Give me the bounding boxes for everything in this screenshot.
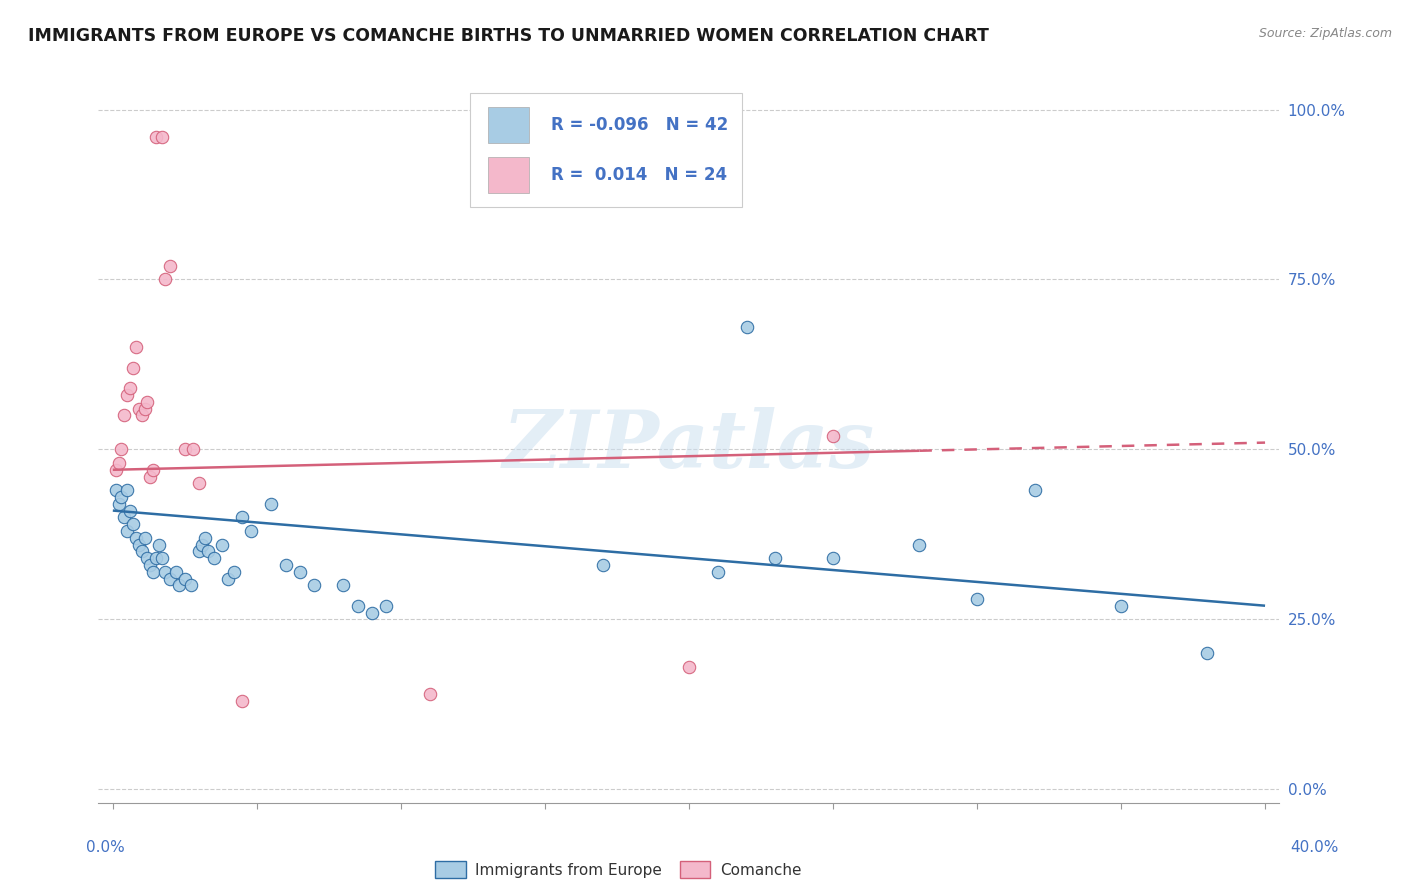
Text: Source: ZipAtlas.com: Source: ZipAtlas.com (1258, 27, 1392, 40)
Point (128, 401, 150, 416)
Text: 40.0%: 40.0% (1291, 840, 1339, 855)
Point (131, 544, 153, 558)
Point (131, 409, 153, 423)
Point (222, 565, 245, 579)
Point (260, 497, 283, 511)
Point (1109, 599, 1132, 613)
Point (125, 531, 148, 545)
Point (145, 129, 167, 144)
Point (112, 409, 135, 423)
Point (145, 551, 167, 566)
Bar (488, 107, 530, 143)
Point (678, 660, 700, 674)
Point (706, 565, 728, 579)
Point (180, 578, 202, 592)
Point (104, 483, 127, 498)
Text: 0.0%: 0.0% (86, 840, 125, 855)
Point (115, 483, 138, 498)
Point (120, 503, 142, 517)
Point (159, 259, 181, 273)
Point (194, 531, 217, 545)
Point (107, 456, 129, 470)
Point (139, 469, 162, 483)
Text: ZIPatlas: ZIPatlas (503, 408, 875, 484)
Point (128, 537, 150, 551)
Y-axis label: Births to Unmarried Women: Births to Unmarried Women (0, 350, 7, 542)
Point (134, 401, 156, 416)
Point (908, 537, 931, 551)
Point (167, 578, 190, 592)
Point (197, 544, 219, 558)
Point (288, 565, 311, 579)
Point (231, 510, 253, 524)
Point (304, 578, 326, 592)
Text: R = -0.096   N = 42: R = -0.096 N = 42 (551, 116, 728, 134)
Point (122, 517, 145, 532)
Point (110, 490, 132, 504)
Point (150, 551, 173, 566)
Point (274, 558, 297, 572)
Point (125, 341, 148, 355)
Point (375, 599, 398, 613)
Point (107, 497, 129, 511)
Point (592, 558, 614, 572)
Point (332, 578, 354, 592)
Point (763, 551, 786, 566)
Point (346, 599, 368, 613)
Point (153, 272, 176, 286)
Point (122, 360, 145, 375)
Point (150, 129, 173, 144)
Point (120, 381, 142, 395)
Point (142, 463, 165, 477)
Point (1197, 646, 1219, 660)
Point (735, 320, 758, 334)
Point (821, 551, 844, 566)
Point (419, 687, 441, 701)
Point (173, 572, 195, 586)
Bar (488, 157, 530, 193)
Bar (471, 93, 742, 207)
Point (211, 537, 233, 551)
Point (966, 591, 988, 606)
Point (183, 442, 205, 457)
Point (217, 572, 239, 586)
Point (134, 531, 156, 545)
Point (361, 606, 384, 620)
Point (142, 565, 165, 579)
Text: R =  0.014   N = 24: R = 0.014 N = 24 (551, 166, 727, 184)
Point (110, 442, 132, 457)
Point (159, 572, 181, 586)
Point (148, 537, 170, 551)
Text: IMMIGRANTS FROM EUROPE VS COMANCHE BIRTHS TO UNMARRIED WOMEN CORRELATION CHART: IMMIGRANTS FROM EUROPE VS COMANCHE BIRTH… (28, 27, 988, 45)
Point (136, 551, 159, 566)
Point (104, 463, 127, 477)
Point (188, 544, 211, 558)
Legend: Immigrants from Europe, Comanche: Immigrants from Europe, Comanche (429, 855, 807, 884)
Point (1024, 483, 1046, 498)
Point (153, 565, 176, 579)
Point (112, 510, 135, 524)
Point (115, 524, 138, 538)
Point (173, 442, 195, 457)
Point (136, 394, 159, 409)
Point (821, 429, 844, 443)
Point (231, 694, 253, 708)
Point (188, 476, 211, 491)
Point (165, 565, 187, 579)
Point (202, 551, 225, 566)
Point (115, 388, 138, 402)
Point (191, 537, 214, 551)
Point (240, 524, 263, 538)
Point (139, 558, 162, 572)
